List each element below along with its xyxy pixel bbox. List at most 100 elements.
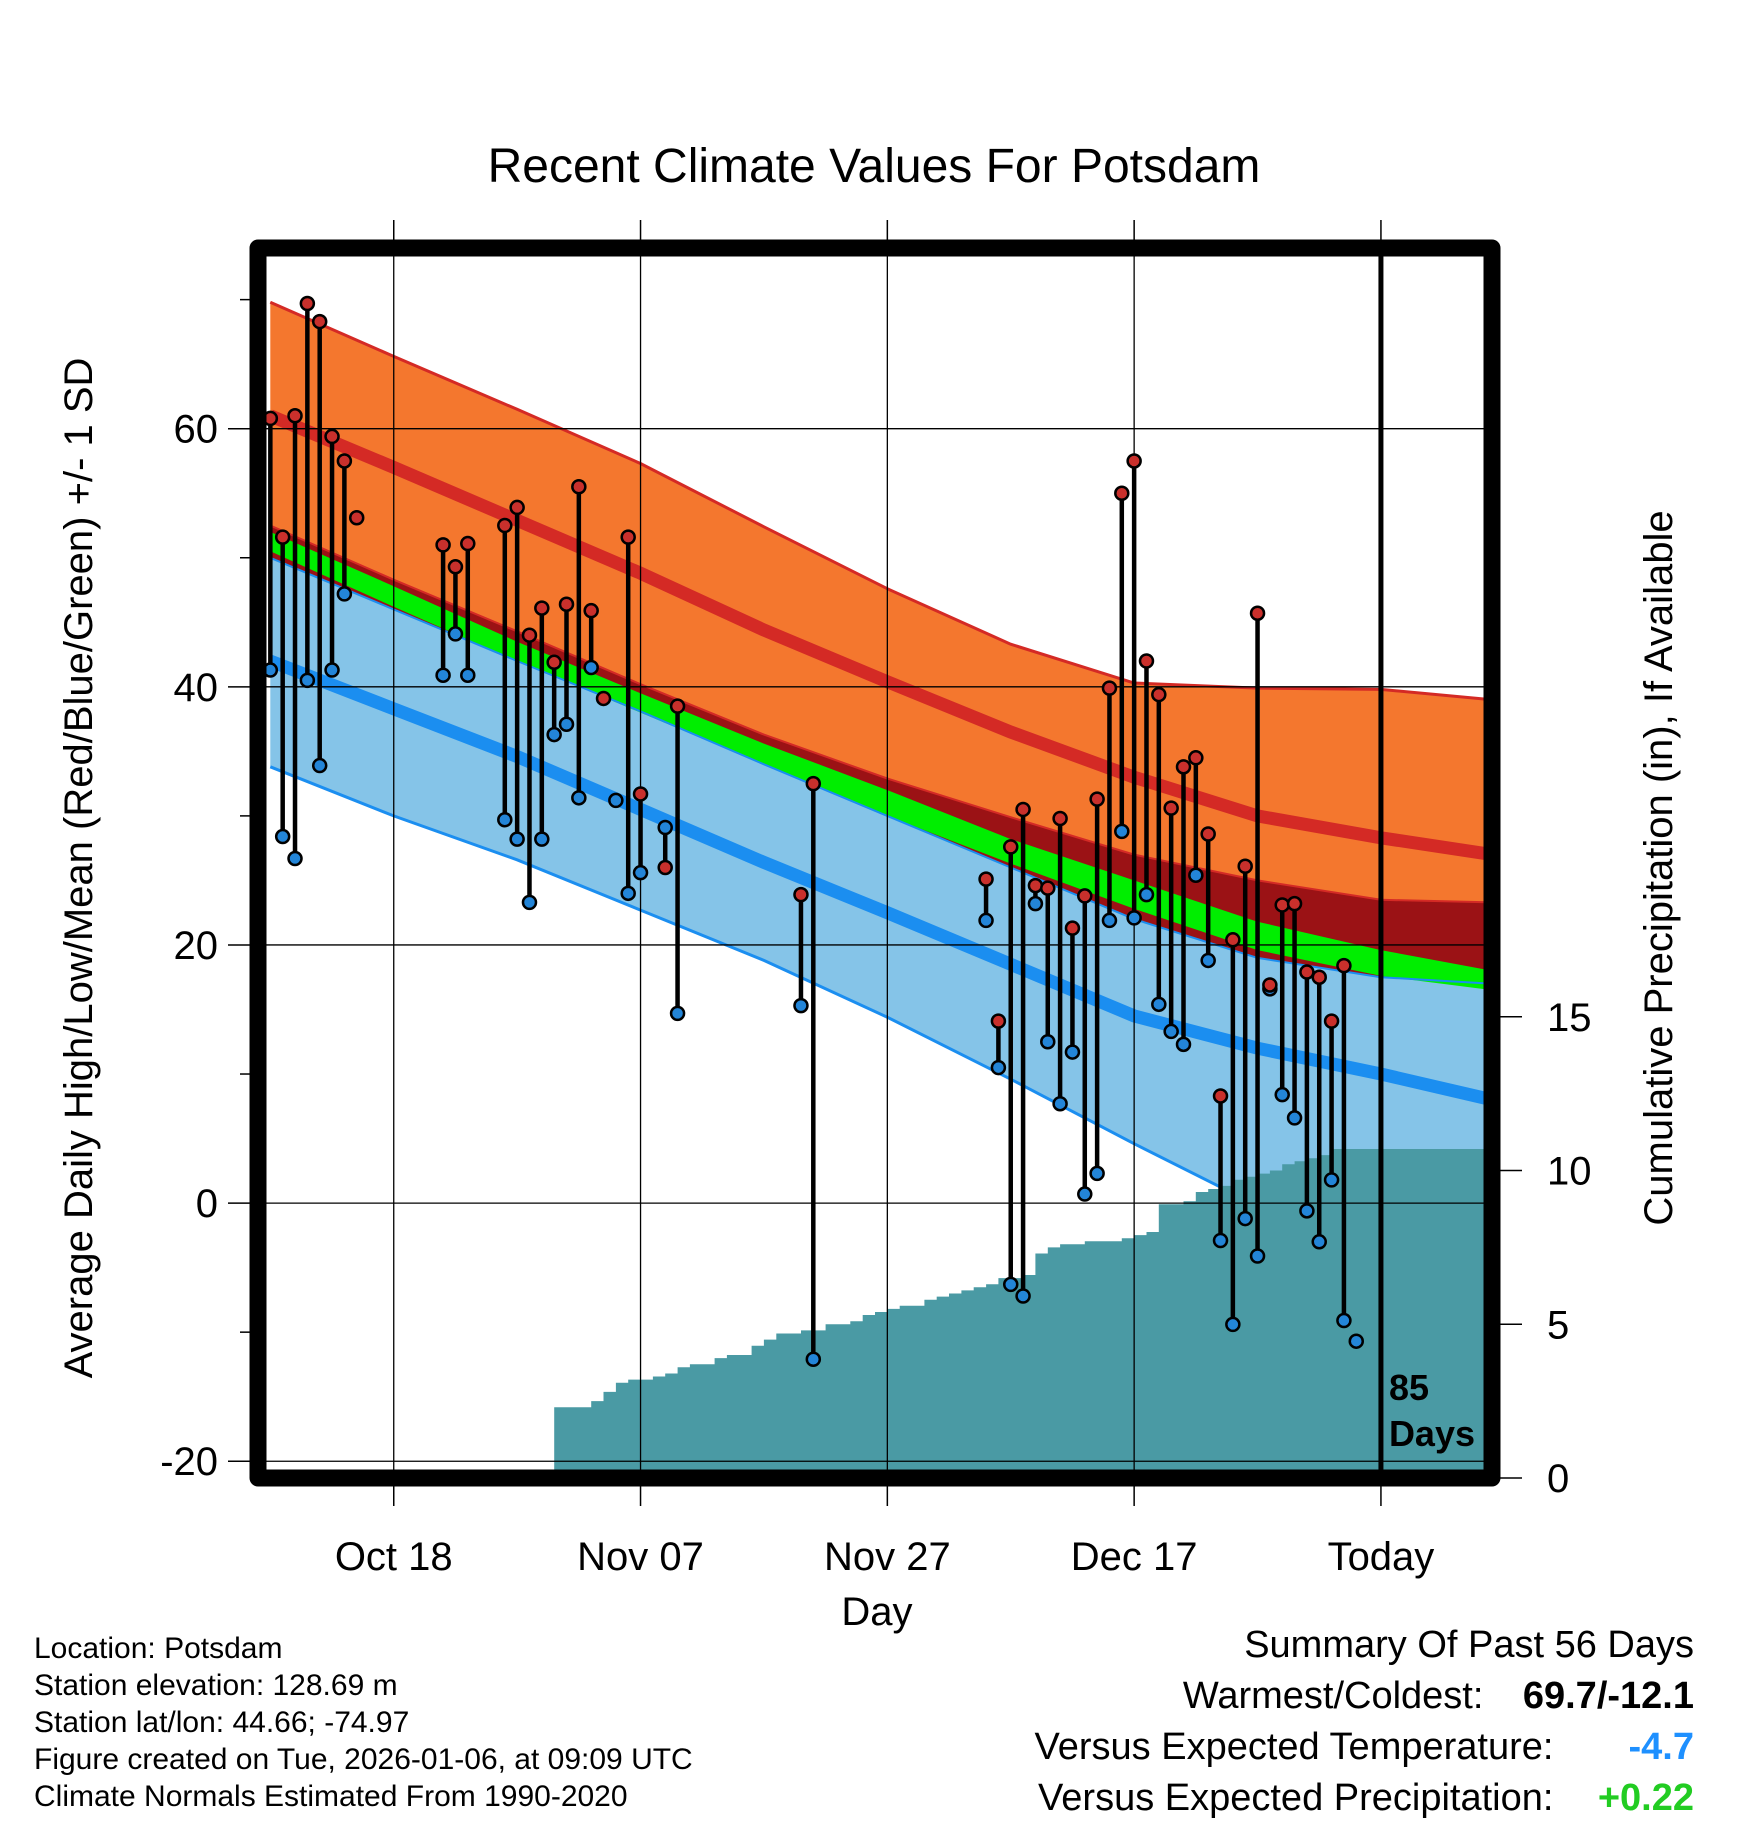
low-point bbox=[793, 997, 809, 1014]
low-point bbox=[1015, 1288, 1031, 1304]
low-point bbox=[435, 667, 451, 683]
high-point bbox=[1200, 826, 1216, 842]
overlap-band bbox=[270, 525, 1492, 984]
plot-frame bbox=[249, 239, 1501, 1487]
high-point bbox=[497, 517, 513, 534]
high-point bbox=[978, 871, 994, 887]
high-point bbox=[1249, 605, 1266, 622]
y2-tick-label: 10 bbox=[1547, 1150, 1592, 1194]
low-point bbox=[1200, 952, 1216, 969]
precipitation-area bbox=[529, 1149, 1492, 1478]
low-point bbox=[1151, 996, 1167, 1013]
high-point bbox=[1151, 686, 1167, 703]
high-point bbox=[990, 1013, 1007, 1029]
high-point bbox=[1040, 880, 1056, 896]
high-point bbox=[546, 654, 562, 671]
precip-anomaly-label: Versus Expected Precipitation: bbox=[1038, 1777, 1554, 1819]
today-annotation-days: Days bbox=[1389, 1413, 1475, 1454]
high-point bbox=[1052, 810, 1068, 827]
high-point bbox=[595, 690, 612, 707]
low-point bbox=[497, 812, 513, 828]
low-point bbox=[1138, 886, 1155, 903]
high-point bbox=[1274, 897, 1290, 913]
today-annotation-number: 85 bbox=[1389, 1367, 1429, 1408]
high-point bbox=[509, 499, 525, 516]
low-point bbox=[1336, 1312, 1352, 1329]
low-point bbox=[1040, 1034, 1056, 1050]
axis-labels: Day Average Daily High/Low/Mean (Red/Blu… bbox=[57, 358, 1681, 1634]
high-point bbox=[558, 596, 575, 612]
summary-heading: Summary Of Past 56 Days bbox=[1244, 1624, 1694, 1666]
low-point bbox=[1064, 1044, 1081, 1060]
low-point bbox=[324, 662, 340, 678]
high-point bbox=[1175, 759, 1192, 775]
high-point bbox=[1336, 957, 1352, 974]
low-minus-sd-line bbox=[269, 765, 1333, 1254]
high-point bbox=[1101, 680, 1118, 696]
high-point bbox=[620, 529, 636, 545]
high-point bbox=[460, 535, 476, 552]
low-point bbox=[1101, 912, 1118, 929]
low-point bbox=[1077, 1186, 1093, 1202]
y-tick-label: 40 bbox=[174, 666, 219, 710]
low-point bbox=[509, 831, 525, 847]
x-tick-label: Dec 17 bbox=[1071, 1535, 1198, 1579]
high-point bbox=[1138, 653, 1155, 669]
high-point bbox=[311, 313, 328, 330]
low-point bbox=[978, 912, 994, 929]
high-point bbox=[805, 775, 822, 792]
high-point bbox=[274, 529, 291, 545]
high-point bbox=[632, 786, 649, 802]
y-axis-label: Average Daily High/Low/Mean (Red/Blue/Gr… bbox=[57, 358, 101, 1379]
low-point bbox=[1188, 867, 1204, 884]
low-point bbox=[1348, 1333, 1365, 1349]
x-tick-label: Nov 07 bbox=[577, 1535, 704, 1579]
high-point bbox=[534, 600, 550, 616]
high-point bbox=[571, 479, 587, 495]
high-point bbox=[1225, 932, 1241, 948]
y2-tick-label: 5 bbox=[1547, 1303, 1569, 1347]
low-point bbox=[1126, 910, 1142, 926]
low-point bbox=[1212, 1232, 1229, 1249]
low-point bbox=[546, 726, 562, 743]
high-point bbox=[1237, 858, 1253, 874]
high-point bbox=[348, 509, 365, 526]
low-point bbox=[571, 790, 587, 806]
low-point bbox=[1052, 1095, 1068, 1112]
low-point bbox=[287, 850, 303, 867]
precip-anomaly-value: +0.22 bbox=[1597, 1777, 1694, 1819]
elevation-text: Station elevation: 128.69 m bbox=[34, 1669, 398, 1702]
created-text: Figure created on Tue, 2026-01-06, at 09… bbox=[34, 1743, 693, 1776]
high-point bbox=[1286, 895, 1303, 912]
high-point bbox=[324, 428, 340, 445]
low-point bbox=[311, 757, 328, 774]
low-point bbox=[1286, 1110, 1303, 1126]
axes: 85 Days Oct 18 Nov 07 Nov 27 Dec 17 Today -20 0 2… bbox=[160, 220, 1592, 1579]
latlon-text: Station lat/lon: 44.66; -74.97 bbox=[34, 1706, 410, 1739]
y-tick-label: 0 bbox=[196, 1182, 218, 1226]
high-point bbox=[1126, 453, 1142, 469]
x-axis-label: Day bbox=[841, 1590, 912, 1634]
normals-text: Climate Normals Estimated From 1990-2020 bbox=[34, 1780, 628, 1813]
low-point bbox=[1249, 1248, 1266, 1264]
y2-axis-label: Cumulative Precipitation (in), If Availa… bbox=[1637, 510, 1681, 1225]
low-point bbox=[299, 672, 316, 689]
low-point bbox=[534, 831, 550, 847]
temp-anomaly-row: Versus Expected Temperature: -4.7 bbox=[1035, 1722, 1694, 1773]
high-point bbox=[1299, 964, 1315, 980]
station-info: Location: Potsdam Station elevation: 128… bbox=[34, 1630, 693, 1815]
temp-anomaly-label: Versus Expected Temperature: bbox=[1034, 1726, 1554, 1768]
high-point bbox=[1077, 888, 1093, 904]
temp-anomaly-value: -4.7 bbox=[1628, 1726, 1694, 1768]
high-point bbox=[299, 295, 316, 312]
x-tick-label: Nov 27 bbox=[824, 1535, 951, 1579]
low-point bbox=[805, 1351, 822, 1368]
high-point bbox=[1212, 1088, 1229, 1104]
low-point bbox=[1089, 1165, 1105, 1182]
high-point bbox=[1188, 750, 1204, 766]
x-tick-label: Oct 18 bbox=[335, 1535, 453, 1579]
low-point bbox=[620, 885, 636, 902]
high-point bbox=[1262, 977, 1278, 993]
location-text: Location: Potsdam bbox=[34, 1632, 283, 1665]
high-sd-band bbox=[270, 302, 1492, 903]
